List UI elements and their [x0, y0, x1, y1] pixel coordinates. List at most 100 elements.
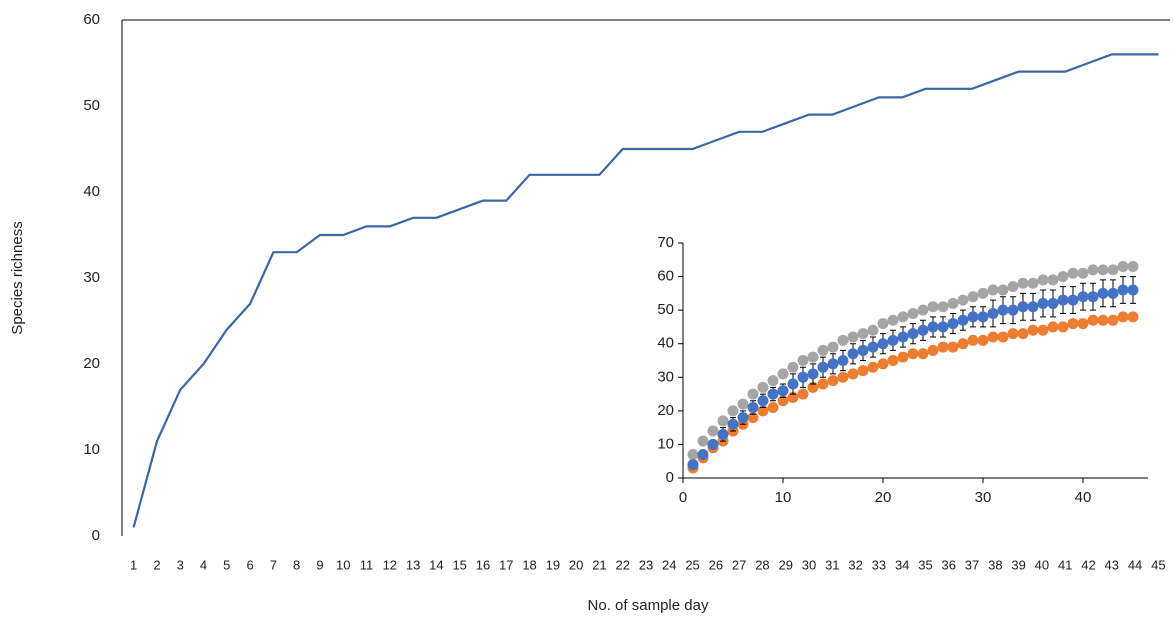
point: [1117, 261, 1129, 272]
point: [797, 355, 809, 366]
point: [1017, 328, 1029, 340]
y-tick-label: 60: [657, 268, 674, 285]
point: [957, 314, 969, 326]
x-tick-label: 38: [988, 557, 1002, 572]
point: [1037, 274, 1049, 286]
point: [757, 405, 769, 417]
point: [847, 331, 859, 343]
point: [1107, 314, 1119, 326]
point: [777, 395, 789, 407]
x-tick-label: 5: [223, 557, 230, 572]
point: [917, 304, 929, 316]
point: [957, 338, 969, 350]
x-tick-label: 0: [679, 489, 687, 506]
point: [1087, 264, 1099, 276]
x-tick-label: 22: [615, 557, 629, 572]
point: [877, 338, 889, 350]
point: [967, 291, 979, 303]
point: [977, 287, 989, 299]
point: [687, 449, 699, 460]
y-tick-label: 20: [657, 402, 674, 419]
x-tick-label: 43: [1105, 557, 1119, 572]
y-tick-label: 30: [83, 269, 100, 286]
x-tick-label: 28: [755, 557, 769, 572]
point: [697, 449, 709, 460]
point: [997, 331, 1009, 343]
point: [987, 308, 999, 319]
point: [907, 308, 919, 319]
x-tick-label: 7: [270, 557, 277, 572]
point: [1107, 287, 1119, 299]
x-tick-label: 32: [848, 557, 862, 572]
point: [1027, 277, 1039, 289]
point: [877, 358, 889, 370]
point: [987, 331, 999, 343]
point: [937, 341, 949, 353]
x-tick-label: 16: [476, 557, 490, 572]
point: [827, 375, 839, 387]
x-tick-label: 39: [1011, 557, 1025, 572]
y-axis-label: Species richness: [9, 221, 26, 334]
point: [957, 294, 969, 306]
x-tick-label: 20: [569, 557, 583, 572]
x-tick-label: 37: [965, 557, 979, 572]
point: [977, 334, 989, 346]
x-tick-label: 29: [778, 557, 792, 572]
point: [847, 368, 859, 380]
point: [757, 395, 769, 407]
x-tick-label: 45: [1151, 557, 1165, 572]
point: [857, 328, 869, 340]
y-tick-label: 40: [83, 183, 100, 200]
point: [897, 311, 909, 323]
y-tick-label: 10: [657, 435, 674, 452]
x-tick-label: 31: [825, 557, 839, 572]
point: [1007, 304, 1019, 316]
point: [777, 385, 789, 397]
point: [827, 358, 839, 370]
point: [1017, 301, 1029, 313]
y-tick-label: 60: [83, 11, 100, 28]
x-tick-label: 10: [775, 489, 792, 506]
x-tick-label: 24: [662, 557, 676, 572]
point: [1037, 297, 1049, 309]
point: [707, 438, 719, 450]
x-tick-label: 25: [685, 557, 699, 572]
point: [767, 402, 779, 413]
point: [1107, 264, 1119, 276]
point: [837, 355, 849, 366]
line: [132, 53, 1159, 528]
point: [787, 378, 799, 390]
point: [847, 348, 859, 360]
point: [1067, 294, 1079, 306]
point: [717, 415, 729, 427]
point: [1117, 284, 1129, 296]
point: [897, 351, 909, 363]
x-tick-label: 14: [429, 557, 443, 572]
point: [1087, 291, 1099, 303]
point: [727, 418, 739, 430]
x-tick-label: 8: [293, 557, 300, 572]
x-tick-label: 23: [639, 557, 653, 572]
point: [727, 405, 739, 417]
x-tick-label: 40: [1075, 489, 1092, 506]
point: [987, 284, 999, 296]
x-tick-label: 18: [522, 557, 536, 572]
point: [687, 459, 699, 471]
point: [907, 328, 919, 340]
point: [1017, 277, 1029, 289]
point: [887, 314, 899, 326]
x-axis-label: No. of sample day: [588, 597, 709, 614]
point: [947, 297, 959, 309]
point: [1067, 267, 1079, 279]
point: [997, 284, 1009, 296]
point: [977, 311, 989, 323]
point: [937, 321, 949, 333]
point: [947, 341, 959, 353]
point: [1087, 314, 1099, 326]
y-tick-label: 0: [666, 469, 674, 486]
point: [867, 361, 879, 373]
point: [1097, 264, 1109, 276]
point: [817, 361, 829, 373]
x-tick-label: 19: [546, 557, 560, 572]
x-tick-label: 10: [336, 557, 350, 572]
